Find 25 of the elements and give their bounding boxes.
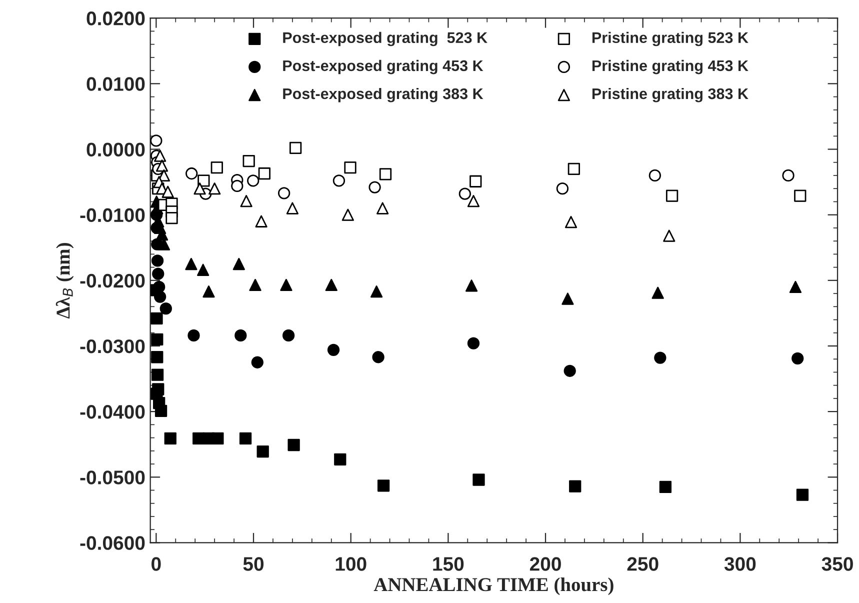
x-tick-label: 100 (336, 557, 366, 571)
legend-label: Pristine grating 453 K (592, 60, 748, 74)
x-tick-label: 50 (243, 557, 264, 571)
x-tick-label: 300 (724, 557, 756, 571)
y-tick-label: -0.0100 (80, 208, 145, 222)
legend-label: Post-exposed grating 523 K (283, 32, 488, 46)
x-tick-label: 150 (433, 557, 464, 571)
y-tick-label: -0.0300 (80, 339, 145, 354)
y-tick-label: 0.0200 (86, 12, 145, 26)
y-tick-label: 0.0100 (86, 77, 145, 91)
x-tick-label: 350 (822, 557, 853, 571)
y-axis-title: Δλ$_{B}$ (nm) (56, 243, 74, 319)
y-tick-label: -0.0500 (80, 470, 145, 484)
y-tick-label: 0.0000 (86, 142, 145, 156)
x-tick-label: 0 (152, 557, 161, 571)
y-tick-label: -0.0200 (80, 274, 145, 288)
x-axis-title: ANNEALING TIME (hours) (374, 577, 614, 596)
x-tick-label: 200 (530, 557, 561, 571)
legend-label: Pristine grating 523 K (592, 32, 748, 46)
x-tick-label: 250 (627, 557, 658, 571)
y-tick-label: -0.0400 (80, 405, 145, 419)
y-tick-label: -0.0600 (80, 536, 145, 550)
legend-label: Post-exposed grating 383 K (283, 88, 484, 102)
legend-label: Post-exposed grating 453 K (283, 60, 484, 74)
legend-label: Pristine grating 383 K (592, 88, 748, 102)
